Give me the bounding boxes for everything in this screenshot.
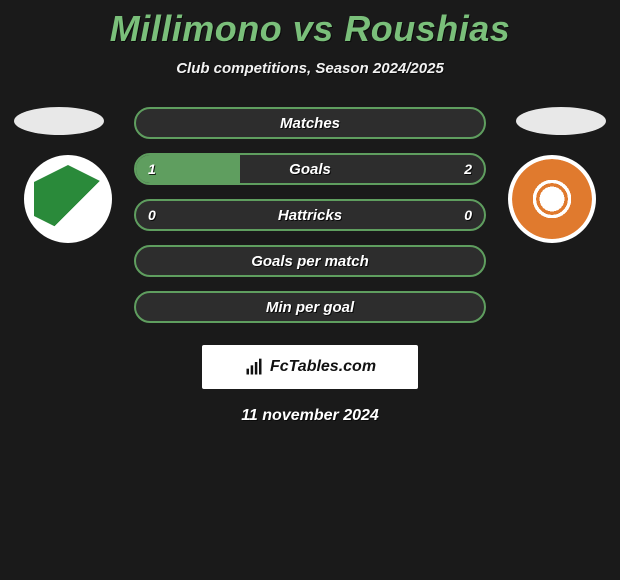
page-title: Millimono vs Roushias: [0, 0, 620, 50]
player-name-pill-left: [14, 107, 104, 135]
stat-label: Matches: [136, 109, 484, 137]
stat-bar: 00Hattricks: [134, 199, 486, 231]
stat-label: Min per goal: [136, 293, 484, 321]
brand-label: FcTables.com: [270, 358, 376, 376]
stats-column: Matches 12Goals 00Hattricks Goals per match…: [134, 107, 486, 323]
stat-label: Goals: [136, 155, 484, 183]
stat-label: Goals per match: [136, 247, 484, 275]
stat-bar: Goals per match: [134, 245, 486, 277]
stat-bar: Matches: [134, 107, 486, 139]
chart-icon: [244, 357, 264, 377]
brand-badge[interactable]: FcTables.com: [202, 345, 418, 389]
stat-bar: Min per goal: [134, 291, 486, 323]
team-logo-right: [508, 155, 596, 243]
player-name-pill-right: [516, 107, 606, 135]
stats-area: Matches 12Goals 00Hattricks Goals per match…: [0, 107, 620, 323]
date-line: 11 november 2024: [0, 407, 620, 425]
team-logo-left: [24, 155, 112, 243]
stat-label: Hattricks: [136, 201, 484, 229]
stat-bar: 12Goals: [134, 153, 486, 185]
subtitle: Club competitions, Season 2024/2025: [0, 60, 620, 77]
